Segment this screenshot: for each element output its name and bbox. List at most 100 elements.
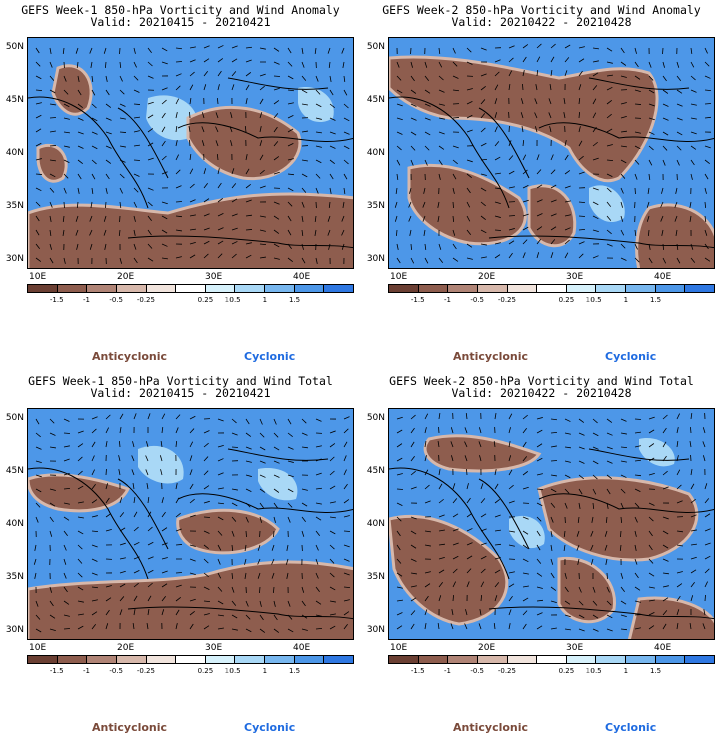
wind-arrow: [273, 126, 278, 133]
wind-arrow: [245, 184, 251, 189]
wind-arrow: [410, 257, 415, 264]
wind-arrow: [63, 131, 70, 134]
wind-arrow: [189, 623, 194, 630]
wind-arrow: [175, 140, 178, 147]
wind-arrow: [328, 201, 331, 209]
wind-arrow: [49, 215, 52, 222]
wind-arrow: [619, 544, 622, 552]
wind-arrow: [245, 516, 249, 523]
wind-arrow: [91, 586, 99, 589]
wind-arrow: [550, 239, 556, 245]
wind-arrow: [301, 130, 308, 133]
wind-arrow: [105, 427, 110, 434]
colorbar: [27, 655, 354, 664]
wind-arrow: [301, 446, 308, 449]
wind-arrow: [133, 215, 136, 222]
wind-arrow: [273, 460, 280, 464]
wind-arrow: [620, 418, 627, 422]
wind-arrow: [188, 126, 191, 133]
wind-arrow: [133, 526, 139, 532]
wind-arrow: [119, 257, 123, 264]
wind-arrow: [620, 115, 627, 119]
wind-arrow: [578, 46, 585, 49]
wind-arrow: [189, 84, 194, 91]
wind-arrow: [690, 117, 697, 120]
wind-arrow: [606, 460, 613, 464]
wind-arrow: [464, 427, 468, 434]
wind-arrow: [550, 488, 557, 493]
wind-arrow: [508, 500, 515, 504]
wind-arrow: [662, 558, 669, 562]
wind-arrow: [49, 201, 53, 208]
wind-arrow: [396, 229, 398, 237]
wind-arrow: [245, 432, 252, 437]
wind-arrow: [62, 229, 65, 236]
wind-arrow: [132, 441, 135, 448]
wind-arrow: [606, 61, 613, 64]
legend-cyclonic: Cyclonic: [244, 721, 296, 734]
legend-anticyclonic: Anticyclonic: [92, 721, 168, 734]
wind-arrow: [550, 213, 557, 217]
wind-arrow: [424, 131, 431, 136]
wind-arrow: [343, 469, 347, 476]
wind-arrow: [77, 103, 83, 109]
wind-arrow: [438, 498, 444, 504]
wind-arrow: [520, 112, 524, 119]
wind-arrow: [480, 158, 488, 161]
wind-arrow: [704, 89, 712, 92]
wind-arrow: [175, 126, 178, 133]
wind-arrow: [49, 418, 55, 424]
wind-arrow: [119, 173, 125, 179]
wind-arrow: [438, 514, 445, 518]
wind-arrow: [301, 75, 307, 81]
colorbar-segment: [205, 285, 236, 292]
wind-arrow: [49, 600, 54, 607]
wind-arrow: [273, 502, 278, 509]
wind-arrow: [160, 469, 163, 476]
wind-arrow: [480, 85, 486, 91]
wind-arrow: [35, 474, 42, 478]
wind-arrow: [189, 544, 196, 547]
wind-arrow: [662, 103, 669, 107]
wind-arrow: [259, 243, 267, 246]
wind-arrow: [480, 498, 486, 504]
wind-arrow: [314, 215, 317, 222]
wind-arrow: [536, 417, 543, 420]
wind-arrow: [592, 488, 597, 495]
wind-arrow: [189, 111, 191, 119]
wind-arrow: [63, 572, 67, 579]
colorbar-segment: [176, 285, 206, 292]
wind-arrow: [564, 474, 571, 479]
wind-arrow: [690, 556, 697, 560]
wind-arrow: [273, 61, 280, 65]
anticyclonic-patch: [423, 434, 542, 473]
wind-arrow: [620, 201, 623, 208]
wind-arrow: [161, 609, 165, 616]
wind-arrow: [478, 441, 482, 448]
wind-arrow: [343, 586, 351, 589]
wind-arrow: [91, 530, 99, 533]
coastline: [389, 448, 714, 620]
wind-arrow: [35, 446, 42, 450]
wind-arrow: [396, 173, 399, 180]
wind-arrow: [564, 572, 567, 579]
wind-arrow: [676, 500, 683, 504]
wind-arrow: [301, 516, 306, 523]
wind-arrow: [286, 544, 289, 551]
wind-arrow: [550, 418, 558, 421]
wind-arrow: [315, 159, 322, 164]
colorbar-tick: 0.5: [590, 296, 602, 304]
wind-arrow: [63, 628, 71, 630]
wind-arrow: [91, 75, 94, 83]
wind-arrow: [690, 131, 697, 135]
wind-arrow: [438, 529, 445, 532]
wind-arrow: [646, 201, 650, 208]
wind-arrow: [606, 446, 613, 450]
wind-arrow: [105, 103, 112, 108]
wind-arrow: [329, 501, 336, 504]
wind-arrow: [231, 71, 237, 77]
colorbar-tick: 1.5: [288, 667, 301, 675]
wind-arrow: [422, 201, 426, 208]
wind-arrow: [438, 47, 441, 55]
colorbar-tick: -0.5: [470, 667, 485, 675]
